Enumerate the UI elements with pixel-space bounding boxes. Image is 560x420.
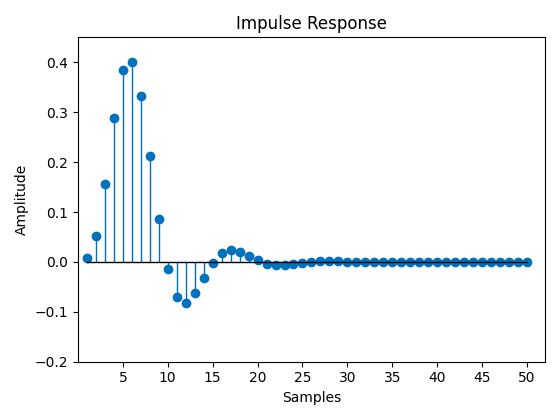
X-axis label: Samples: Samples [282,391,341,405]
Title: Impulse Response: Impulse Response [236,15,387,33]
Y-axis label: Amplitude: Amplitude [15,164,29,235]
